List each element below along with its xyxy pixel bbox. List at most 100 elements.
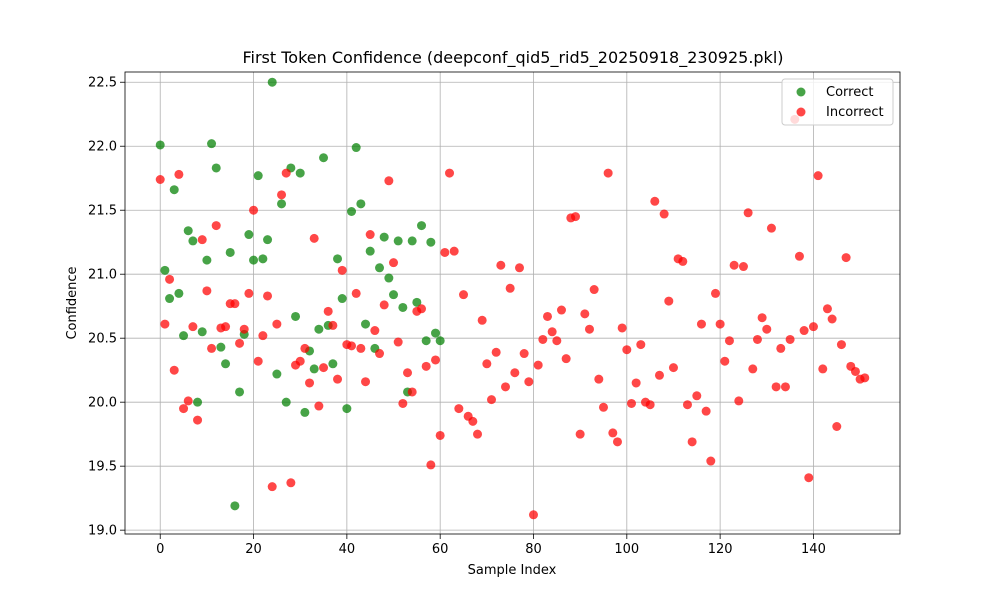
data-point-correct [188, 236, 198, 246]
data-point-incorrect [827, 314, 837, 324]
data-point-correct [272, 369, 282, 379]
x-axis-ticks: 0 20 40 60 80 100 120 140 [156, 534, 826, 557]
data-point-correct [384, 273, 394, 283]
y-tick-label: 19.5 [88, 460, 117, 475]
data-point-incorrect [696, 319, 706, 329]
data-point-incorrect [267, 482, 277, 492]
data-point-incorrect [841, 253, 851, 263]
legend-marker-correct [796, 87, 806, 97]
data-point-incorrect [780, 382, 790, 392]
data-point-incorrect [519, 349, 529, 359]
data-point-incorrect [575, 429, 585, 439]
data-point-correct [155, 140, 165, 150]
data-point-incorrect [426, 460, 436, 470]
data-point-incorrect [752, 334, 762, 344]
data-point-incorrect [813, 171, 823, 181]
data-point-incorrect [230, 299, 240, 309]
x-tick-label: 20 [245, 542, 262, 557]
series-correct [155, 77, 445, 511]
data-point-correct [309, 364, 319, 374]
data-point-incorrect [445, 168, 455, 178]
data-point-incorrect [687, 437, 697, 447]
data-point-incorrect [361, 377, 371, 387]
data-point-correct [393, 236, 403, 246]
data-point-incorrect [305, 378, 315, 388]
data-point-incorrect [375, 349, 385, 359]
data-point-incorrect [477, 315, 487, 325]
chart-title: First Token Confidence (deepconf_qid5_ri… [242, 48, 783, 68]
data-point-incorrect [594, 374, 604, 384]
data-point-correct [258, 254, 268, 264]
legend-box [781, 78, 894, 126]
x-tick-label: 40 [339, 542, 356, 557]
data-point-incorrect [626, 398, 636, 408]
y-tick-label: 19.0 [88, 524, 117, 539]
data-point-correct [291, 311, 301, 321]
data-point-incorrect [244, 288, 254, 298]
x-tick-label: 0 [156, 542, 164, 557]
data-point-incorrect [501, 382, 511, 392]
data-point-incorrect [794, 251, 804, 261]
data-point-correct [426, 237, 436, 247]
data-point-incorrect [155, 175, 165, 185]
y-tick-label: 20.5 [88, 332, 117, 347]
data-point-incorrect [379, 300, 389, 310]
data-point-correct [249, 255, 259, 265]
y-tick-label: 21.0 [88, 268, 117, 283]
x-tick-label: 80 [525, 542, 542, 557]
data-point-correct [342, 404, 352, 414]
data-point-incorrect [785, 334, 795, 344]
data-point-incorrect [272, 319, 282, 329]
data-point-incorrect [333, 374, 343, 384]
data-point-incorrect [347, 341, 357, 351]
data-point-correct [277, 199, 287, 209]
data-point-incorrect [538, 334, 548, 344]
data-point-incorrect [491, 347, 501, 357]
data-point-incorrect [659, 209, 669, 219]
data-point-incorrect [617, 323, 627, 333]
data-point-incorrect [281, 168, 291, 178]
data-point-correct [389, 290, 399, 300]
data-point-correct [165, 294, 175, 304]
data-point-correct [300, 407, 310, 417]
data-point-incorrect [431, 355, 441, 365]
data-point-correct [281, 397, 291, 407]
data-point-correct [183, 226, 193, 236]
y-tick-label: 22.5 [88, 76, 117, 91]
data-point-incorrect [263, 291, 273, 301]
legend: Correct Incorrect [781, 78, 894, 126]
data-point-incorrect [757, 313, 767, 323]
data-point-incorrect [174, 169, 184, 179]
data-point-incorrect [556, 305, 566, 315]
data-point-incorrect [654, 370, 664, 380]
data-point-correct [160, 265, 170, 275]
data-point-incorrect [552, 336, 562, 346]
data-point-incorrect [561, 354, 571, 364]
data-point-incorrect [850, 366, 860, 376]
data-point-correct [375, 263, 385, 273]
data-point-incorrect [570, 212, 580, 222]
data-point-incorrect [403, 368, 413, 378]
data-point-incorrect [608, 428, 618, 438]
data-point-correct [431, 328, 441, 338]
data-point-incorrect [328, 320, 338, 330]
data-point-incorrect [435, 430, 445, 440]
data-point-incorrect [678, 256, 688, 266]
data-point-incorrect [202, 286, 212, 296]
data-point-correct [379, 232, 389, 242]
data-point-incorrect [528, 510, 538, 520]
data-point-correct [295, 168, 305, 178]
data-point-incorrect [454, 404, 464, 414]
data-point-incorrect [365, 230, 375, 240]
data-points [155, 77, 870, 520]
data-point-incorrect [300, 343, 310, 353]
data-point-correct [365, 246, 375, 256]
data-point-incorrect [598, 402, 608, 412]
data-point-incorrect [668, 363, 678, 373]
data-point-incorrect [356, 343, 366, 353]
data-point-incorrect [584, 324, 594, 334]
data-point-incorrect [253, 356, 263, 366]
data-point-incorrect [514, 263, 524, 273]
y-axis-ticks: 19.0 19.5 20.0 20.5 21.0 21.5 22.0 22.5 [88, 76, 125, 539]
data-point-correct [412, 297, 422, 307]
